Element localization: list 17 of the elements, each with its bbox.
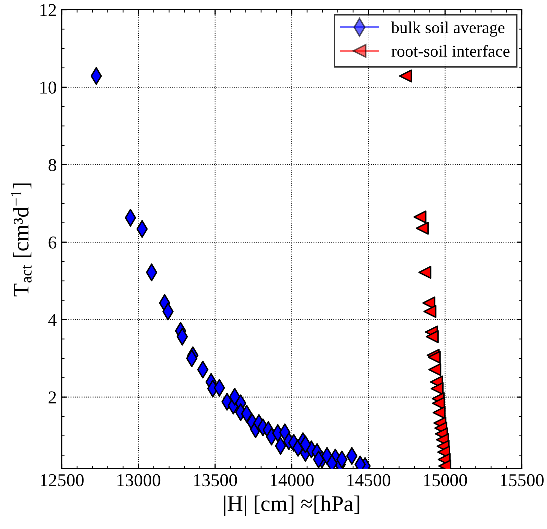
- legend-label: root-soil interface: [392, 45, 510, 58]
- y-tick-label: 6: [48, 236, 57, 249]
- y-tick-label: 10: [40, 82, 56, 94]
- y-axis-title: T$_{act}$ [cm³d$^{−1}$]: [11, 184, 32, 297]
- x-tick-label: 14000: [271, 474, 314, 487]
- y-tick-label: 2: [48, 392, 56, 404]
- x-tick-label: 12500: [41, 474, 84, 487]
- x-tick-label: 15500: [501, 474, 544, 487]
- legend-label: bulk soil average: [391, 22, 505, 37]
- x-tick-label: 14500: [348, 474, 391, 487]
- y-tick-label: 12: [40, 4, 56, 16]
- x-axis-title: |H| [cm] ≈[hPa]: [224, 496, 360, 516]
- y-tick-label: 8: [48, 159, 56, 172]
- x-tick-label: 13000: [118, 474, 161, 487]
- x-tick-label: 13500: [194, 474, 238, 487]
- x-tick-label: 15000: [424, 474, 468, 487]
- y-tick-label: 4: [48, 314, 57, 326]
